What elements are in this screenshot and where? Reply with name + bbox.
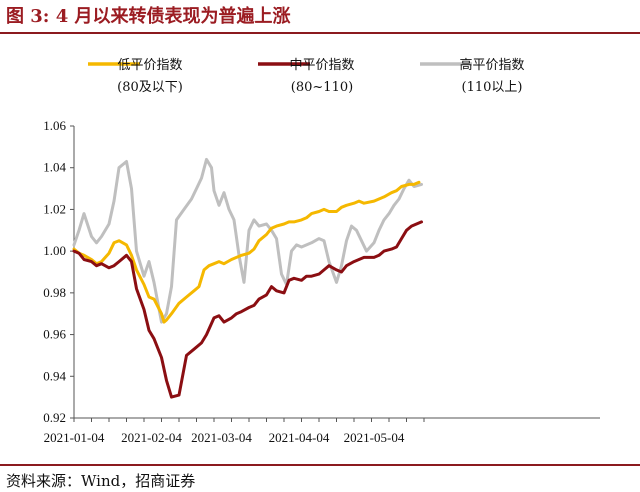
series-line-2 [72,220,423,399]
y-tick-label: 1.00 [43,243,66,258]
y-tick-label: 1.04 [43,160,66,175]
series-line-1 [72,180,421,324]
legend: 低平价指数 (80及以下) 中平价指数 (80~110) 高平价指数 (110以上) [88,57,525,95]
chart-axes: 1.06 1.04 1.02 1.00 0.98 0.96 0.94 0.92 2021-01-… [43,118,600,445]
figure-title: 图 3: 4 月以来转债表现为普遍上涨 [6,6,291,27]
bottom-rule [0,464,640,466]
x-tick-label: 2021-05-04 [344,430,405,445]
line-chart: 1.06 1.04 1.02 1.00 0.98 0.96 0.94 0.92 2021-01-… [43,57,600,445]
series-layer [72,157,423,399]
y-tick-label: 0.94 [43,368,66,383]
legend-label-2: 中平价指数 [289,58,354,73]
legend-label-3: 高平价指数 [459,57,524,73]
source-note: 资料来源：Wind，招商证券 [6,472,196,490]
legend-label-1: 低平价指数 [117,58,182,73]
x-tick-label: 2021-01-04 [44,430,105,445]
y-tick-label: 1.02 [43,201,66,216]
y-tick-label: 1.06 [43,118,66,133]
legend-sublabel-1: (80及以下) [117,80,183,95]
y-tick-label: 0.92 [43,410,66,425]
legend-sublabel-3: (110以上) [462,80,523,95]
x-tick-label: 2021-03-04 [191,430,252,445]
legend-sublabel-2: (80~110) [291,80,353,95]
x-tick-label: 2021-02-04 [121,430,182,445]
series-line-3 [72,157,423,324]
top-rule [0,32,640,34]
y-tick-label: 0.98 [43,285,66,300]
x-tick-label: 2021-04-04 [269,430,330,445]
y-tick-label: 0.96 [43,327,66,342]
